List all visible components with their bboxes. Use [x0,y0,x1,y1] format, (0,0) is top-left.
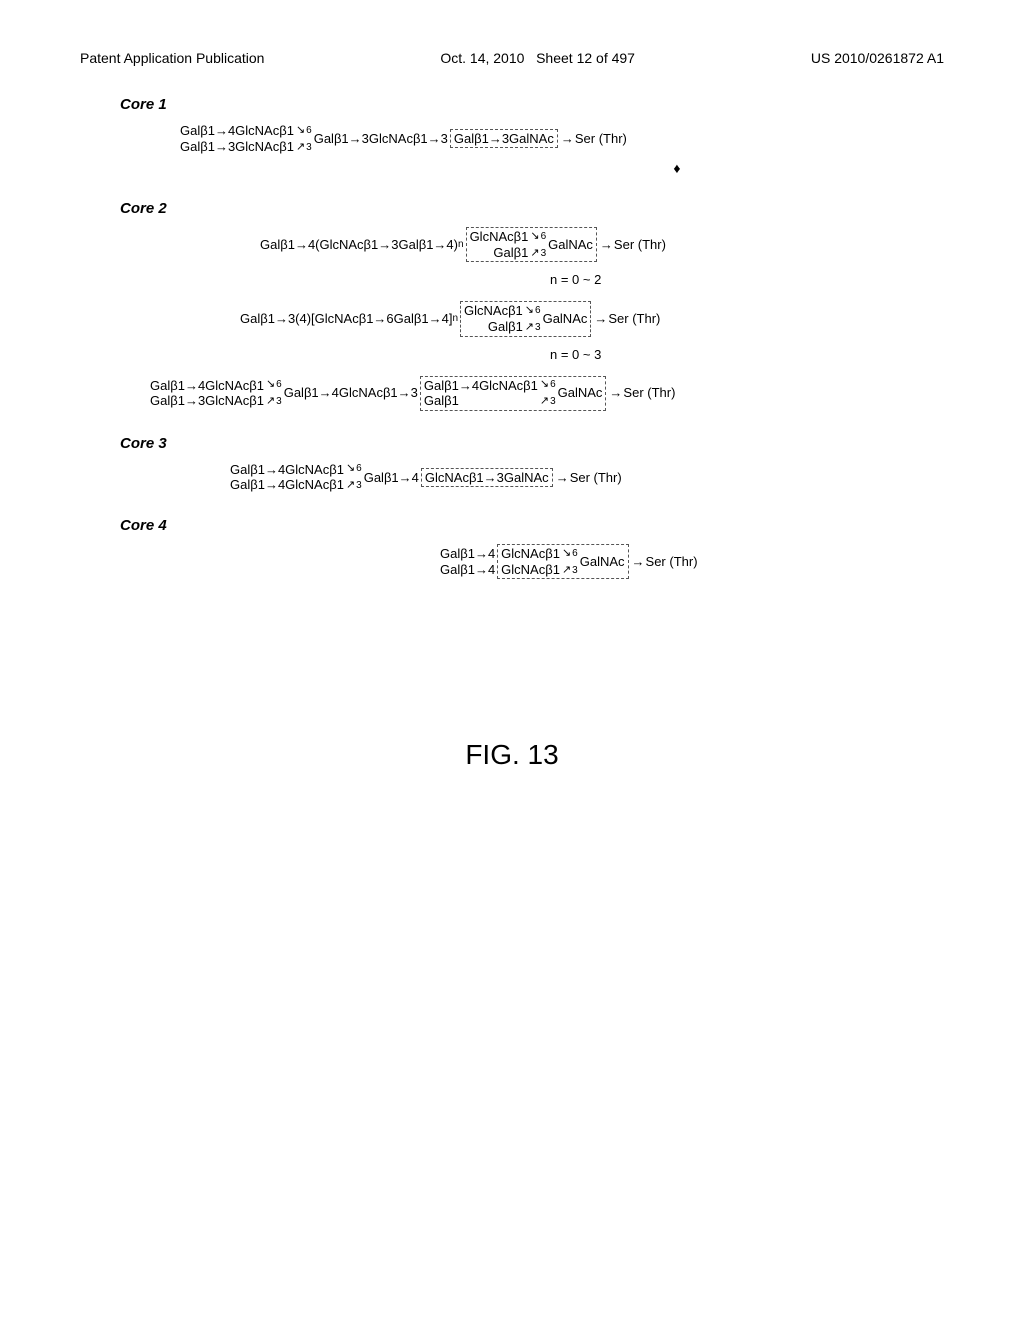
core2-box-3: Galβ1→4GlcNAcβ1 Galβ1 6 3 GalNAc [420,376,607,411]
core1-box: Galβ1→3GalNAc [450,129,558,149]
core2-n-1: n = 0 ~ 2 [550,272,904,287]
core4-formula: Galβ1→4 Galβ1→4 GlcNAcβ1 GlcNAcβ1 6 3 Ga… [440,544,904,579]
core4-title: Core 4 [120,517,904,534]
core3-title: Core 3 [120,435,904,452]
page-header: Patent Application Publication Oct. 14, … [80,50,944,66]
figure-content: Core 1 Galβ1→4GlcNAcβ1 Galβ1→3GlcNAcβ1 6… [120,96,904,771]
core2-box-2: GlcNAcβ1 Galβ1 6 3 GalNAc [460,301,591,336]
core2-n-2: n = 0 ~ 3 [550,347,904,362]
core2-box-1: GlcNAcβ1 Galβ1 6 3 GalNAc [466,227,597,262]
header-left: Patent Application Publication [80,50,264,66]
header-pubno: US 2010/0261872 A1 [811,50,944,66]
header-middle: Oct. 14, 2010 Sheet 12 of 497 [440,50,635,66]
core2-formula-3: Galβ1→4GlcNAcβ1 Galβ1→3GlcNAcβ1 6 3 Galβ… [150,376,904,411]
pointer-icon: ♦ [450,160,904,176]
core2-title: Core 2 [120,200,904,217]
core2-formula-2: Galβ1→3(4)[GlcNAcβ1→6Galβ1→4]n GlcNAcβ1 … [240,301,904,336]
core3-formula: Galβ1→4GlcNAcβ1 Galβ1→4GlcNAcβ1 6 3 Galβ… [230,462,904,493]
core3-box: GlcNAcβ1→3GalNAc [421,468,553,488]
core1-formula: Galβ1→4GlcNAcβ1 Galβ1→3GlcNAcβ1 6 3 Galβ… [180,123,904,154]
core4-box: GlcNAcβ1 GlcNAcβ1 6 3 GalNAc [497,544,628,579]
core1-title: Core 1 [120,96,904,113]
figure-label: FIG. 13 [120,739,904,771]
core2-formula-1: Galβ1→4(GlcNAcβ1→3Galβ1→4)n GlcNAcβ1 Gal… [260,227,904,262]
